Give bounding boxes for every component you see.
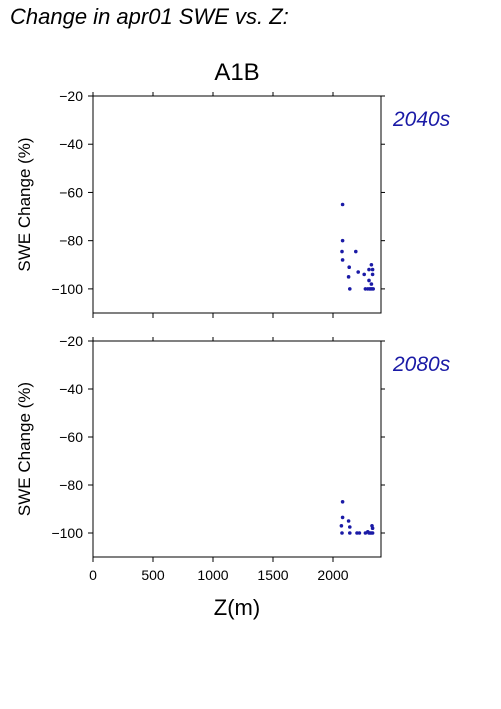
data-point: [354, 249, 358, 254]
x-tick-label: 500: [141, 567, 165, 583]
x-tick-label: 2000: [317, 567, 348, 583]
data-point: [348, 525, 352, 529]
data-point: [370, 531, 375, 535]
x-tick-label: 0: [89, 567, 97, 583]
y-tick-label: −40: [59, 136, 83, 152]
data-point: [367, 267, 371, 272]
y-tick-label: −60: [59, 184, 83, 200]
y-tick-label: −100: [51, 281, 83, 297]
y-tick-label: −20: [59, 333, 83, 349]
data-point: [367, 278, 371, 283]
y-tick-label: −80: [59, 233, 83, 249]
data-point: [340, 202, 345, 207]
y-tick-label: −100: [51, 525, 83, 541]
y-tick-label: −60: [59, 429, 83, 445]
data-point: [369, 262, 374, 267]
period-label: 2080s: [392, 353, 451, 376]
scenario-title: A1B: [214, 59, 259, 86]
plot-frame-1: [92, 95, 382, 314]
y-axis-label: SWE Change (%): [15, 137, 34, 271]
data-point: [346, 519, 351, 523]
data-point: [362, 272, 367, 277]
y-axis-label: SWE Change (%): [15, 382, 34, 516]
data-point: [348, 287, 352, 291]
data-point: [357, 531, 362, 535]
y-tick-label: −80: [59, 477, 83, 493]
data-point: [370, 524, 374, 528]
data-point: [370, 272, 375, 277]
data-point: [348, 531, 352, 535]
data-point: [371, 287, 376, 291]
data-point: [340, 238, 345, 243]
y-tick-label: −40: [59, 381, 83, 397]
figure-title: Change in apr01 SWE vs. Z:: [10, 4, 289, 29]
data-point: [346, 275, 351, 279]
period-label: 2040s: [392, 108, 451, 131]
data-point: [340, 531, 344, 535]
y-tick-label: −20: [59, 88, 83, 104]
data-point: [340, 515, 345, 520]
data-point: [356, 270, 361, 274]
x-tick-label: 1500: [257, 567, 288, 583]
data-point: [339, 524, 344, 528]
data-point: [340, 249, 344, 254]
x-tick-label: 1000: [197, 567, 228, 583]
data-point: [369, 282, 374, 286]
data-point: [340, 500, 345, 504]
data-point: [370, 267, 375, 272]
data-point: [347, 265, 352, 269]
plot-frame-2: [92, 340, 382, 558]
data-point: [340, 258, 345, 262]
x-axis-label: Z(m): [214, 595, 260, 620]
